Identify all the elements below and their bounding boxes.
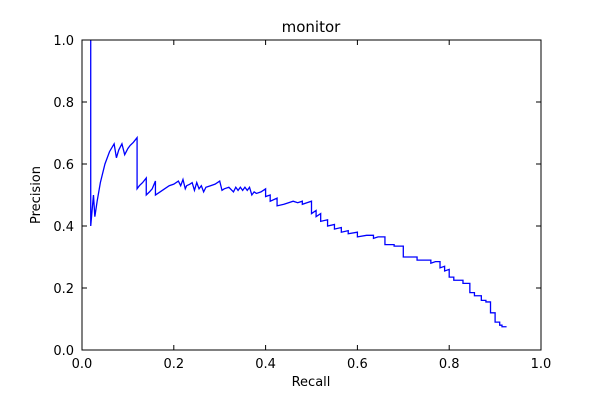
- precision-recall-line: [90, 40, 507, 328]
- y-tick-label: 0.6: [53, 158, 74, 173]
- chart-title: monitor: [282, 18, 342, 36]
- x-tick-label: 1.0: [531, 357, 552, 372]
- x-tick-label: 0.0: [72, 357, 93, 372]
- y-tick-label: 0.4: [53, 220, 74, 235]
- x-tick-label: 0.8: [439, 357, 460, 372]
- series-group: [90, 40, 507, 328]
- y-tick-label: 1.0: [53, 34, 74, 49]
- x-tick-label: 0.6: [347, 357, 368, 372]
- y-tick-label: 0.8: [53, 96, 74, 111]
- plot-frame: [81, 39, 542, 351]
- y-tick-label: 0.2: [53, 282, 74, 297]
- y-axis-label: Precision: [29, 166, 44, 224]
- x-tick-label: 0.4: [255, 357, 276, 372]
- y-tick-label: 0.0: [53, 344, 74, 359]
- x-axis-label: Recall: [292, 375, 331, 390]
- tick-labels: 0.0 0.2 0.4 0.6 0.8 1.0 0.0 0.2 0.4 0.6 0.8 1.0: [53, 34, 551, 372]
- x-tick-label: 0.2: [163, 357, 184, 372]
